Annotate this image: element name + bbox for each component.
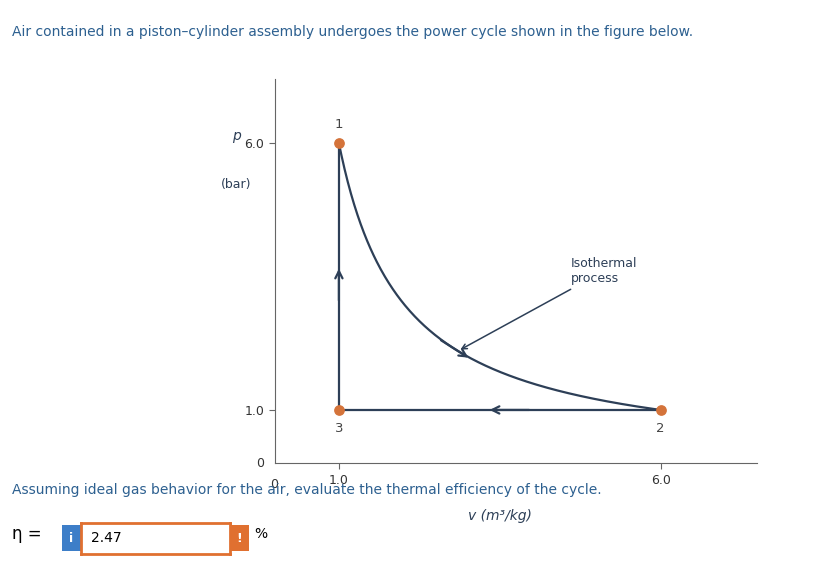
Text: v (m³/kg): v (m³/kg) [468,508,532,523]
Text: η =: η = [12,525,42,543]
Text: i: i [70,532,73,545]
Text: %: % [254,527,267,541]
Text: 3: 3 [334,421,343,434]
Point [654,406,667,415]
Text: 0: 0 [270,478,279,491]
Point [332,406,345,415]
Text: (bar): (bar) [220,178,251,191]
Text: p: p [231,129,240,143]
Text: 2.47: 2.47 [92,531,121,545]
Text: Isothermal
process: Isothermal process [462,257,637,349]
Text: Air contained in a piston–cylinder assembly undergoes the power cycle shown in t: Air contained in a piston–cylinder assem… [12,25,694,40]
Text: !: ! [237,532,242,545]
Point [332,138,345,147]
Text: 2: 2 [656,421,665,434]
Text: 1: 1 [334,119,343,132]
Text: 0: 0 [256,457,265,470]
Text: Assuming ideal gas behavior for the air, evaluate the thermal efficiency of the : Assuming ideal gas behavior for the air,… [12,483,602,497]
